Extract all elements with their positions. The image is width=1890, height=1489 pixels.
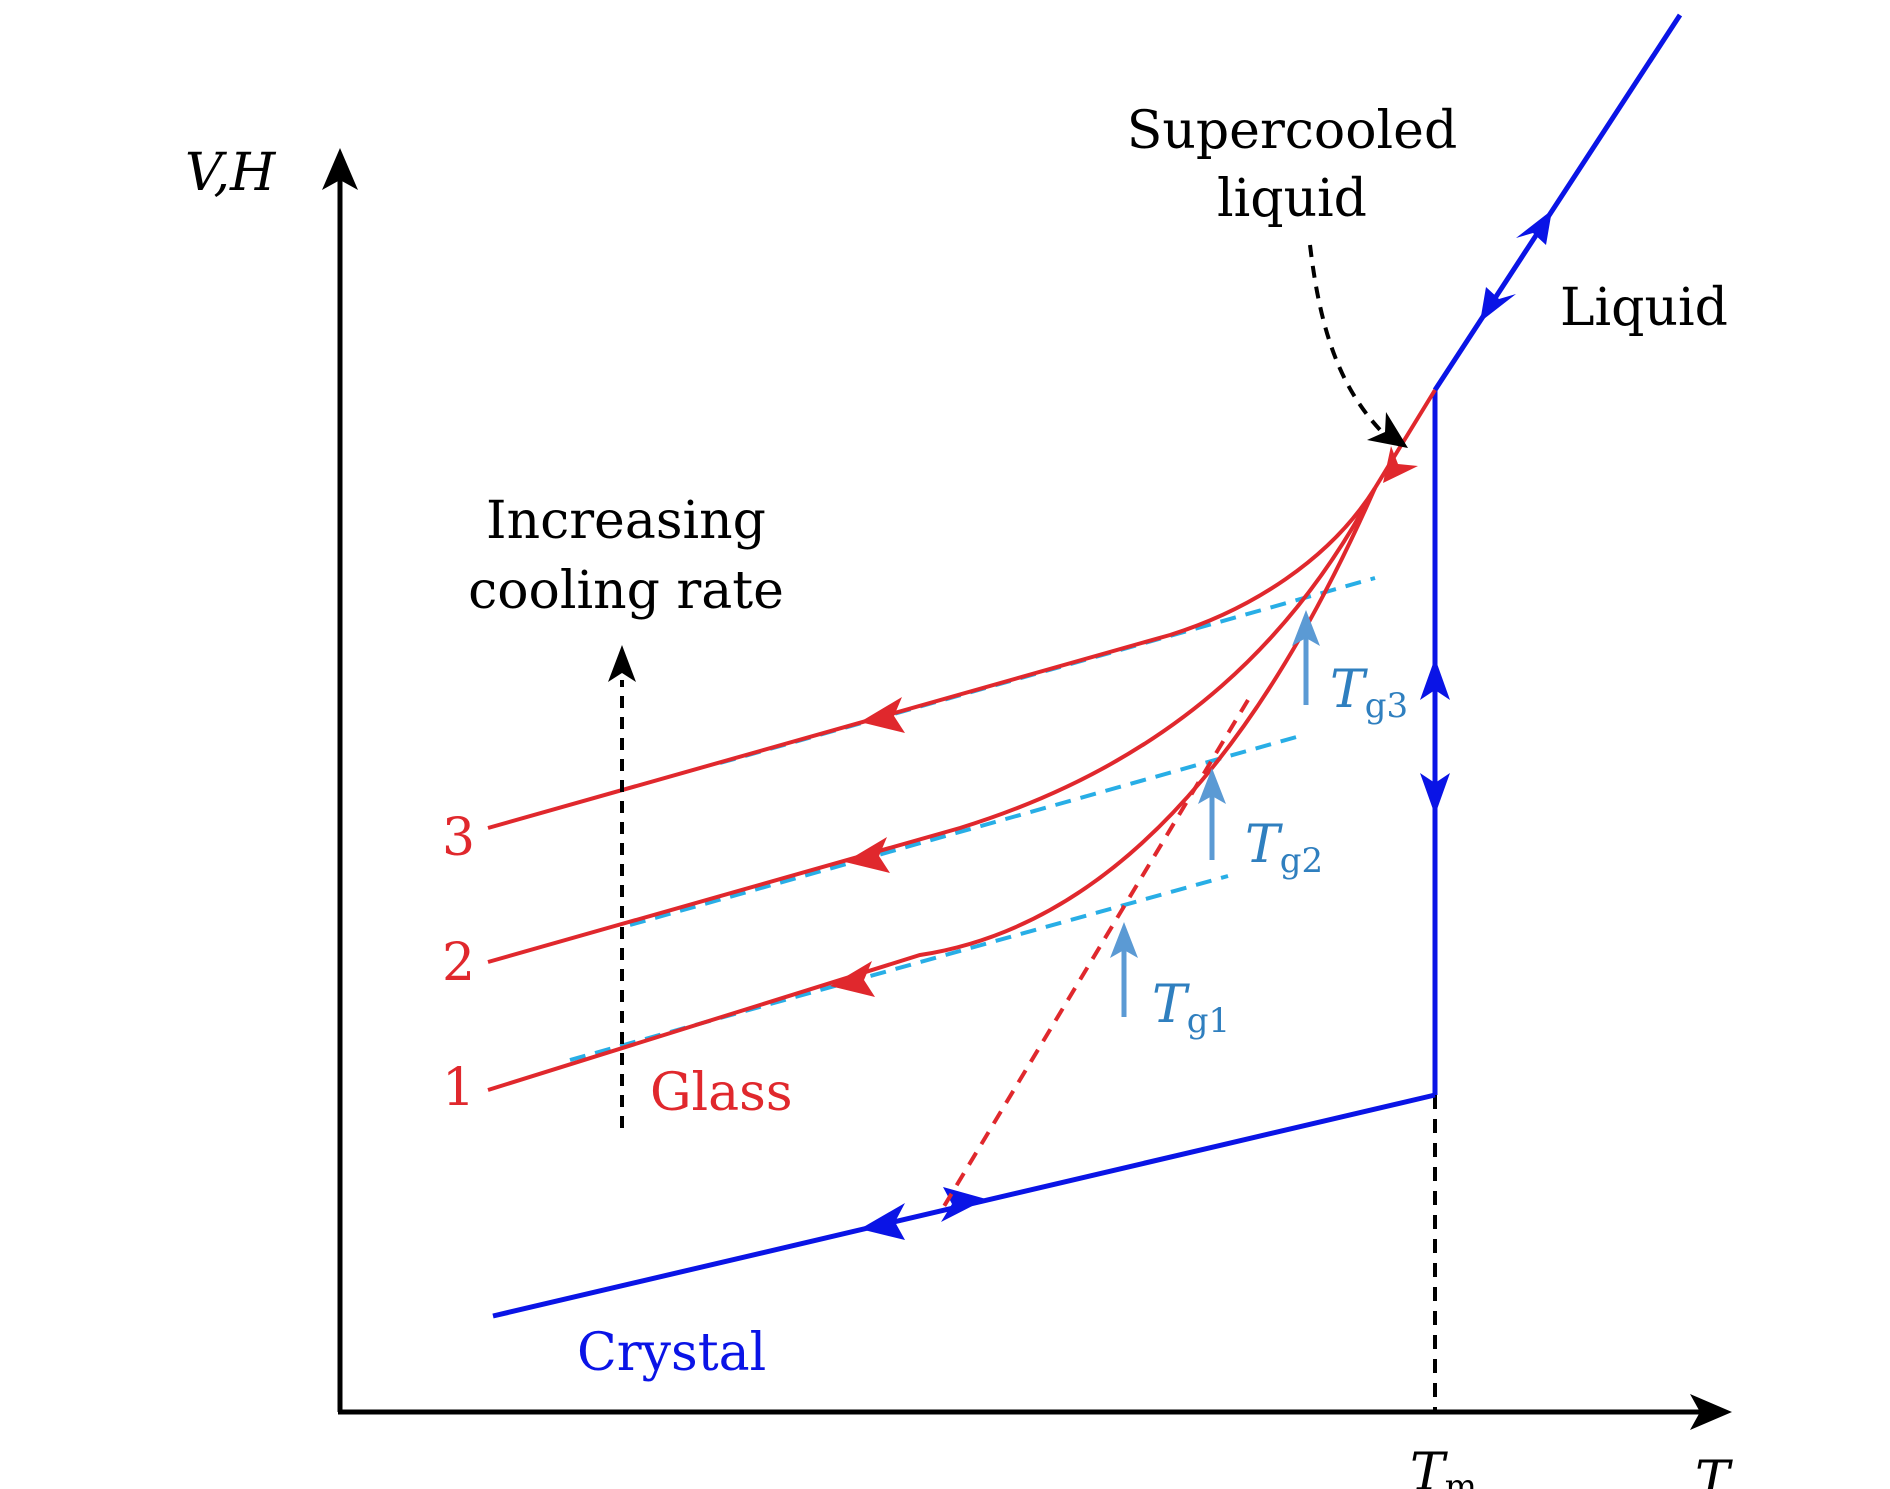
vertical-arrow-up xyxy=(1420,658,1450,700)
crystal-arrow-left xyxy=(860,1203,905,1240)
tg2-sub: g2 xyxy=(1280,841,1323,881)
tm-sub: m xyxy=(1445,1467,1477,1489)
axes xyxy=(322,148,1732,1430)
crystal-label: Crystal xyxy=(577,1323,766,1383)
curve-number-3: 3 xyxy=(442,808,475,868)
tg1-label: Tg1 xyxy=(1152,975,1230,1041)
tg2-arrowhead xyxy=(1198,768,1226,804)
supercooled-pointer-line xyxy=(1308,244,1387,437)
x-axis-label: T xyxy=(1695,1451,1733,1489)
supercooled-label-line2: liquid xyxy=(1217,169,1367,229)
tg1-arrowhead xyxy=(1110,922,1138,958)
vertical-arrow-down xyxy=(1420,773,1450,815)
tg3-main: T xyxy=(1330,660,1368,720)
glass-curve-3 xyxy=(487,486,1377,830)
curve-number-1: 1 xyxy=(442,1058,475,1118)
tg2-label: Tg2 xyxy=(1245,815,1323,881)
tg1-sub: g1 xyxy=(1187,1001,1230,1041)
glass-arrow-3 xyxy=(860,697,905,733)
supercooled-liquid-line xyxy=(1373,388,1437,490)
tm-label: Tm xyxy=(1410,1443,1477,1489)
tg1-main: T xyxy=(1152,975,1190,1035)
liquid-arrow-up xyxy=(1516,210,1552,245)
tm-main: T xyxy=(1410,1443,1448,1489)
glass-arrow-1 xyxy=(830,961,875,997)
y-axis-label: V,H xyxy=(185,143,277,203)
tg2-main: T xyxy=(1245,815,1283,875)
supercooled-arrow xyxy=(1383,446,1418,483)
tg-arrows xyxy=(1110,610,1320,1017)
x-axis-arrowhead xyxy=(1690,1394,1732,1430)
cooling-rate-arrowhead xyxy=(608,645,636,682)
liquid-label: Liquid xyxy=(1560,278,1728,338)
curve-number-2: 2 xyxy=(442,933,475,993)
glass-label: Glass xyxy=(650,1063,793,1123)
y-axis-arrowhead xyxy=(322,148,358,190)
glass-curve-2 xyxy=(487,487,1377,964)
crystal-arrow-right xyxy=(941,1187,986,1222)
supercooled-label-line1: Supercooled xyxy=(1127,101,1457,161)
increasing-label-line1: Increasing xyxy=(486,491,766,551)
increasing-label-line2: cooling rate xyxy=(468,561,784,621)
tg3-arrowhead xyxy=(1292,610,1320,646)
glass-arrow-2 xyxy=(845,837,890,873)
liquid-line xyxy=(1432,13,1683,392)
tg3-sub: g3 xyxy=(1365,686,1408,726)
extrapolation-line-2 xyxy=(629,734,1301,927)
liquid-arrow-down xyxy=(1480,287,1516,322)
supercooled-extrapolation-line xyxy=(941,698,1250,1210)
supercooled-pointer-arrowhead xyxy=(1367,412,1408,448)
tg3-label: Tg3 xyxy=(1330,660,1408,726)
